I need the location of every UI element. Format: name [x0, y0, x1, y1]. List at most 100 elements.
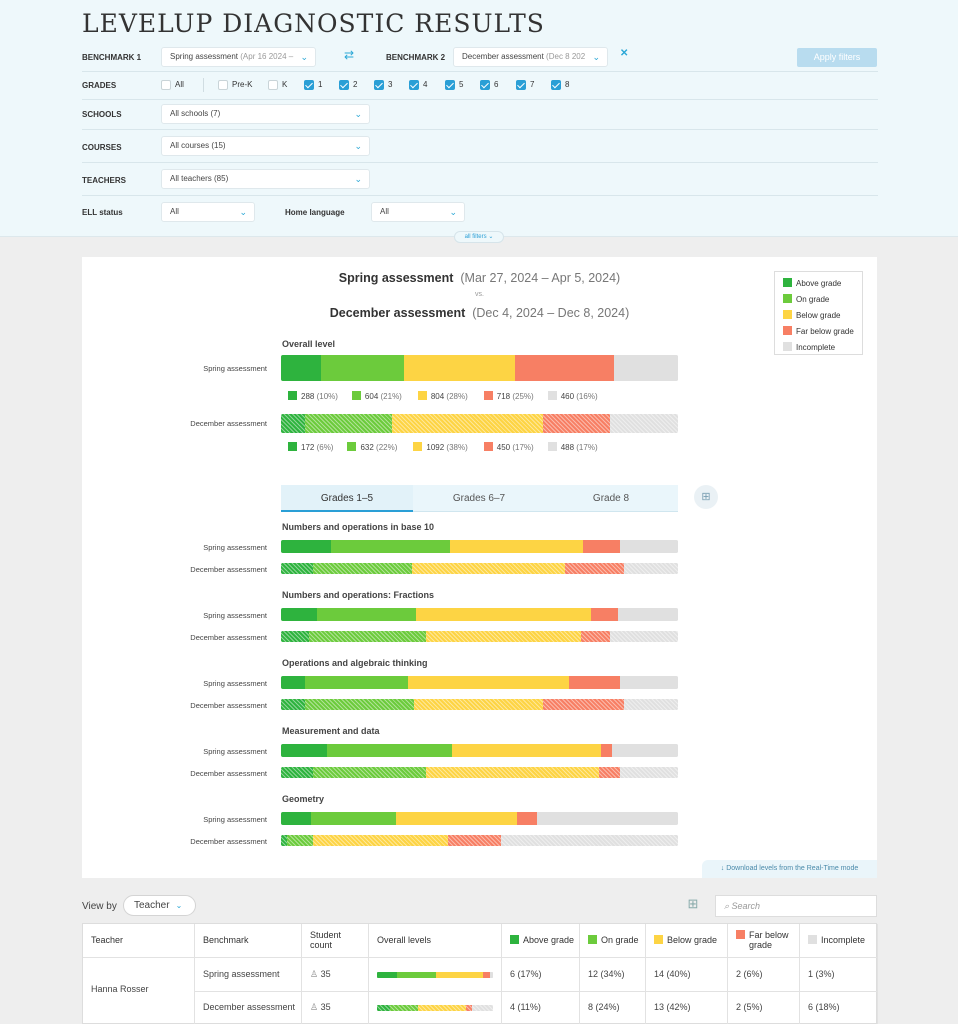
grade-checkbox-1[interactable] [304, 80, 314, 90]
header-swatch-on [588, 935, 597, 944]
count-value: 450 [496, 443, 513, 452]
chevron-down-icon: ⌄ [239, 207, 247, 217]
domain-december-segment-above [281, 699, 305, 710]
count-swatch-above [288, 442, 297, 451]
header-incomplete: Incomplete [800, 924, 878, 957]
domain-spring-label: Spring assessment [203, 543, 267, 552]
teacher-table: Teacher Benchmark Student count Overall lev… [82, 923, 878, 1024]
count-value: 718 [496, 392, 513, 401]
header-swatch-below [654, 935, 663, 944]
ell-select[interactable]: All ⌄ [161, 202, 255, 222]
teachers-select[interactable]: All teachers (85) ⌄ [161, 169, 370, 189]
benchmark2-label: BENCHMARK 2 [386, 53, 446, 62]
schools-select[interactable]: All schools (7) ⌄ [161, 104, 370, 124]
overall-december-label: December assessment [190, 419, 267, 428]
overall-spring-segment-above [281, 355, 321, 381]
domain-spring-segment-far [568, 676, 621, 689]
tab-grades-2[interactable]: Grade 8 [592, 493, 630, 504]
count-value: 288 [301, 392, 317, 401]
swap-icon[interactable]: ⇄ [344, 48, 355, 62]
cell-above: 6 (17%) [502, 958, 580, 991]
clear-benchmark2-icon[interactable]: ✕ [620, 48, 629, 59]
overall-levels-mini-bar [377, 972, 493, 978]
download-table-icon[interactable]: ⊞ [687, 896, 699, 911]
overall-december-counts: 172 (6%) 632 (22%) 1092 (38%) 450 (17%) 488 … [288, 442, 612, 452]
domain-spring-segment-on [316, 608, 416, 621]
all-filters-toggle[interactable]: all filters ⌄ [454, 231, 504, 243]
benchmark2-select[interactable]: December assessment (Dec 8 202 ⌄ [453, 47, 608, 67]
legend-item-incomplete: Incomplete [783, 342, 835, 352]
view-by-value: Teacher [134, 900, 170, 911]
legend-item-above: Above grade [783, 278, 841, 288]
domain-december-segment-below [312, 835, 448, 846]
benchmark-row: BENCHMARK 1 Spring assessment (Apr 16 20… [82, 44, 878, 72]
mini-segment-incomplete [472, 1005, 493, 1011]
student-count-value: 35 [320, 1002, 331, 1012]
count-below: 804 (28%) [417, 391, 468, 401]
domain-spring-label: Spring assessment [203, 747, 267, 756]
domain-spring-label: Spring assessment [203, 815, 267, 824]
search-input[interactable]: ⌕ Search [715, 895, 877, 917]
page-title: LEVELUP DIAGNOSTIC RESULTS [82, 9, 545, 38]
domain-spring-segment-below [449, 540, 583, 553]
legend-swatch-incomplete [783, 342, 792, 351]
legend-swatch-far [783, 326, 792, 335]
domain-december-segment-above [281, 767, 313, 778]
domain-december-label: December assessment [190, 701, 267, 710]
courses-select[interactable]: All courses (15) ⌄ [161, 136, 370, 156]
grade-checkbox-k[interactable] [268, 80, 278, 90]
student-count-value: 35 [320, 969, 331, 979]
count-percent: (21%) [380, 392, 402, 401]
domain-spring-segment-far [582, 540, 621, 553]
grade-checkbox-pre-k[interactable] [218, 80, 228, 90]
heading1-dates: (Mar 27, 2024 – Apr 5, 2024) [460, 271, 621, 285]
apply-filters-button[interactable]: Apply filters [797, 48, 877, 67]
download-levels-label: Download levels from the Real-Time mode [726, 865, 859, 872]
count-far: 718 (25%) [483, 391, 534, 401]
count-value: 1092 [426, 443, 447, 452]
benchmark1-value: Spring assessment [170, 52, 239, 61]
filter-panel: LEVELUP DIAGNOSTIC RESULTS BENCHMARK 1 S… [0, 0, 958, 237]
header-label: Far below grade [749, 930, 789, 950]
legend-item-far: Far below grade [783, 326, 854, 336]
grade-checkbox-7[interactable] [516, 80, 526, 90]
teachers-row: TEACHERS All teachers (85) ⌄ [82, 166, 878, 196]
legend: Above grade On grade Below grade Far below … [774, 271, 863, 355]
heading2-dates: (Dec 4, 2024 – Dec 8, 2024) [472, 306, 630, 320]
grade-checkbox-3[interactable] [374, 80, 384, 90]
tab-grades-1[interactable]: Grades 6–7 [452, 493, 506, 504]
grade-checkbox-5[interactable] [445, 80, 455, 90]
home-language-select[interactable]: All ⌄ [371, 202, 465, 222]
table-download-icon[interactable]: ⊞ [694, 485, 718, 509]
grade-label-1: 1 [318, 80, 323, 89]
mini-segment-on [389, 1005, 418, 1011]
home-language-value: All [380, 207, 389, 216]
download-levels-link[interactable]: ↓ Download levels from the Real-Time mod… [702, 860, 877, 878]
domain-spring-segment-above [281, 676, 305, 689]
grade-checkbox-8[interactable] [551, 80, 561, 90]
benchmark1-select[interactable]: Spring assessment (Apr 16 2024 – ⌄ [161, 47, 316, 67]
domain-december-segment-incomplete [620, 767, 678, 778]
ell-value: All [170, 207, 179, 216]
overall-december-segment-above [281, 414, 305, 433]
domain-december-segment-incomplete [624, 699, 678, 710]
domain-december-segment-on [312, 767, 426, 778]
overall-spring-segment-on [320, 355, 405, 381]
grade-checkbox-6[interactable] [480, 80, 490, 90]
cell-above: 4 (11%) [502, 991, 580, 1024]
chevron-down-icon: ⌄ [488, 234, 494, 240]
tab-grades-0[interactable]: Grades 1–5 [281, 485, 413, 512]
count-percent: (16%) [576, 392, 598, 401]
domain-december-segment-incomplete [624, 563, 678, 574]
grade-checkbox-2[interactable] [339, 80, 349, 90]
count-incomplete: 460 (16%) [547, 391, 598, 401]
domain-december-segment-far [580, 631, 611, 642]
assessment-heading-1: Spring assessment (Mar 27, 2024 – Apr 5,… [82, 271, 877, 285]
cell-benchmark: Spring assessment [195, 958, 302, 991]
grade-checkbox-4[interactable] [409, 80, 419, 90]
domain-spring-segment-above [281, 608, 317, 621]
legend-swatch-on [783, 294, 792, 303]
view-by-select[interactable]: Teacher ⌄ [123, 895, 196, 916]
count-percent: (28%) [446, 392, 468, 401]
grade-checkbox-all[interactable] [161, 80, 171, 90]
